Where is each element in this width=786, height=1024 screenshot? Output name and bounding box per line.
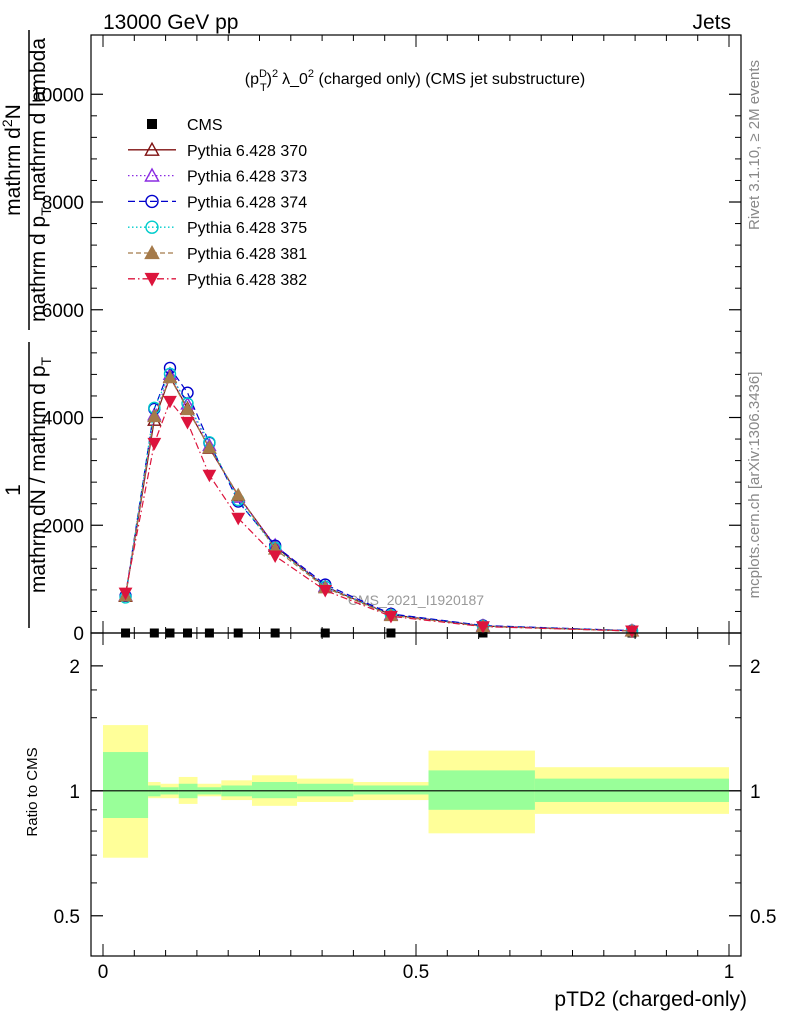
series-line [124, 366, 633, 632]
data-point [318, 584, 333, 598]
ratio-y-axis-label: Ratio to CMS [24, 747, 41, 836]
mcplots-label: mcplots.cern.ch [arXiv:1306.3436] [746, 372, 763, 599]
data-point [180, 401, 195, 416]
main-y-tick-label: 10000 [31, 85, 84, 106]
data-point [118, 587, 133, 601]
ratio-y-tick-label-right: 1 [750, 782, 761, 803]
ratio-y-tick-label-right: 0.5 [750, 907, 776, 928]
legend-entry: Pythia 6.428 381 [128, 244, 307, 263]
analysis-watermark: CMS_2021_I1920187 [348, 592, 484, 608]
y-label-num-left: 1 [2, 484, 25, 496]
main-y-tick-label: 4000 [42, 409, 84, 430]
legend-label: Pythia 6.428 373 [187, 169, 307, 186]
ratio-axis-ticks [91, 633, 741, 956]
data-point [163, 395, 177, 409]
main-y-tick-label: 8000 [42, 193, 84, 214]
ratio-inner-band [251, 782, 298, 799]
plot-title: (pD T)2 λ_02 (charged only) (CMS jet subst… [245, 68, 586, 94]
ratio-y-tick-label: 0.5 [54, 907, 80, 928]
data-point [147, 437, 162, 451]
legend-marker [145, 194, 159, 209]
main-y-tick-label: 6000 [42, 301, 84, 322]
data-point [202, 440, 217, 454]
y-label-den-right: mathrm d pT mathrm d lambda [27, 38, 54, 322]
main-series-group [118, 361, 640, 639]
legend: CMS Pythia 6.428 370 Pythia 6.428 373 Pythi… [128, 117, 307, 289]
main-y-tick-label: 0 [73, 624, 84, 645]
legend-label: Pythia 6.428 370 [187, 143, 307, 160]
data-point [162, 370, 178, 384]
x-tick-label: 1 [724, 962, 735, 983]
ratio-inner-band [297, 783, 354, 797]
ratio-inner-band [103, 752, 149, 819]
legend-entry: Pythia 6.428 370 [128, 141, 307, 160]
ratio-y-tick-label: 2 [69, 657, 80, 678]
y-label-den-left: mathrm dN / mathrm d pT [27, 357, 54, 594]
data-point [202, 469, 217, 483]
legend-label: Pythia 6.428 375 [187, 220, 307, 237]
ratio-y-tick-label-right: 2 [750, 657, 761, 678]
x-tick-label: 0.5 [403, 962, 429, 983]
legend-entry: Pythia 6.428 373 [128, 167, 307, 186]
data-point [476, 621, 490, 634]
x-tick-label: 0 [98, 962, 109, 983]
main-y-tick-labels: 0 2000 4000 6000 8000 10000 [31, 85, 84, 645]
legend-entry: Pythia 6.428 374 [128, 194, 307, 211]
header-process: Jets [692, 11, 731, 34]
legend-marker [144, 167, 160, 182]
x-tick-labels: 0 0.5 1 [98, 962, 735, 983]
data-point [268, 550, 283, 564]
legend-marker [147, 119, 157, 129]
legend-marker [145, 220, 159, 234]
legend-label: CMS [187, 117, 223, 134]
main-y-tick-label: 2000 [42, 516, 84, 537]
series-line [124, 376, 633, 632]
legend-entry: Pythia 6.428 375 [128, 220, 307, 237]
data-point [230, 487, 246, 501]
main-axis-ticks [91, 35, 741, 634]
ratio-inner-band [353, 785, 429, 795]
main-y-axis-label: 1 mathrm dN / mathrm d pT mathrm d2N mat… [0, 30, 54, 628]
legend-label: Pythia 6.428 382 [187, 272, 307, 289]
legend-marker [144, 141, 160, 156]
data-point [384, 610, 398, 624]
legend-label: Pythia 6.428 374 [187, 194, 307, 211]
ratio-bands [91, 725, 741, 858]
legend-marker [144, 272, 160, 287]
legend-label: Pythia 6.428 381 [187, 246, 307, 263]
data-point [625, 625, 639, 639]
legend-entry: Pythia 6.428 382 [128, 272, 307, 289]
rivet-label: Rivet 3.1.10, ≥ 2M events [746, 60, 763, 230]
x-axis-label: pTD2 (charged-only) [554, 988, 747, 1011]
data-point [147, 408, 162, 423]
ratio-y-tick-label: 1 [69, 782, 80, 803]
y-label-num-right: mathrm d2N [0, 104, 25, 216]
data-point [180, 416, 195, 430]
legend-entry: CMS [147, 117, 223, 134]
series-6 [118, 395, 639, 639]
data-point [231, 512, 246, 526]
ratio-y-tick-labels: 0.5 0.5 1 1 2 2 [54, 657, 777, 928]
legend-marker [144, 244, 160, 260]
header-energy: 13000 GeV pp [103, 11, 238, 34]
ratio-inner-band [428, 770, 535, 810]
